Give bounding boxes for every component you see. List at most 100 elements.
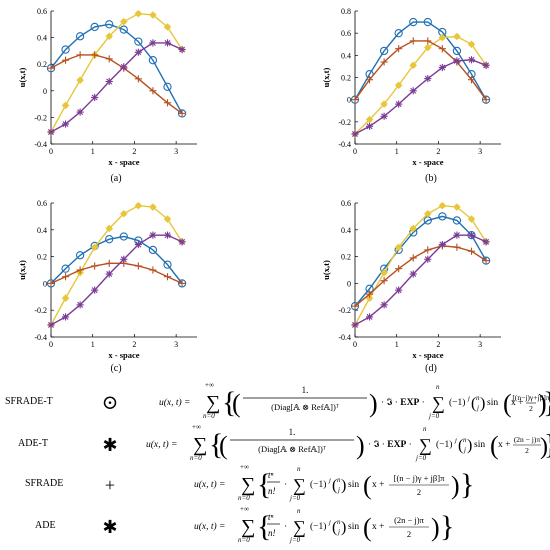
data-point bbox=[178, 45, 186, 54]
data-point bbox=[76, 51, 84, 59]
data-point bbox=[409, 254, 417, 262]
formula-part: x + bbox=[372, 522, 384, 532]
data-point bbox=[61, 313, 70, 321]
data-point bbox=[452, 216, 462, 225]
y-axis-label: u(x,t) bbox=[321, 68, 331, 88]
formula-part: ( bbox=[490, 431, 499, 460]
data-point bbox=[424, 246, 432, 254]
formula-ade-arg: (2n − j)π 2 bbox=[389, 515, 429, 539]
x-tick-label: 1 bbox=[395, 147, 399, 156]
data-point bbox=[467, 231, 476, 239]
data-point bbox=[90, 22, 99, 32]
svg-text:(: ( bbox=[232, 389, 241, 418]
data-point bbox=[149, 87, 157, 95]
x-tick-label: 1 bbox=[91, 147, 95, 156]
x-tick-label: 2 bbox=[436, 147, 440, 156]
y-tick-label: -0.4 bbox=[338, 140, 351, 149]
data-point bbox=[365, 116, 374, 124]
data-point bbox=[61, 273, 70, 281]
data-point bbox=[76, 266, 84, 274]
data-point bbox=[61, 56, 70, 64]
legend-name-sfrade-t: SFRADE-T bbox=[5, 396, 53, 407]
series-line bbox=[50, 235, 183, 284]
formula-part: } bbox=[544, 430, 550, 461]
x-axis-label: x - space bbox=[108, 350, 139, 360]
y-tick-label: 0.6 bbox=[341, 29, 351, 38]
svg-text:(: ( bbox=[219, 431, 228, 460]
x-tick-label: 3 bbox=[174, 147, 178, 156]
data-point bbox=[395, 100, 403, 108]
series-line bbox=[50, 204, 183, 326]
data-point bbox=[120, 18, 128, 26]
data-point bbox=[163, 82, 172, 91]
series-line bbox=[50, 23, 183, 114]
svg-text:n!: n! bbox=[268, 528, 276, 538]
svg-text:): ) bbox=[369, 389, 378, 418]
y-tick-label: 0 bbox=[347, 279, 351, 288]
data-point bbox=[409, 224, 417, 233]
data-point bbox=[163, 39, 172, 47]
formula-sfrade-t: u(x, t) = ∑ +∞ n=0 { ( 1. (Diag[𝔸 ⊗ Ref𝔸… bbox=[159, 381, 498, 420]
data-point bbox=[365, 122, 374, 130]
svg-text:(2n − j)π: (2n − j)π bbox=[514, 435, 541, 444]
svg-text:j: j bbox=[463, 446, 466, 454]
data-point bbox=[394, 29, 403, 38]
svg-text:n: n bbox=[423, 425, 427, 433]
svg-text:∑: ∑ bbox=[293, 475, 306, 495]
series-circle bbox=[46, 232, 187, 288]
svg-text:n!: n! bbox=[268, 486, 276, 496]
y-tick-label: 0 bbox=[43, 87, 47, 96]
panel-label: (b) bbox=[425, 173, 437, 184]
svg-text:j: j bbox=[467, 395, 470, 402]
y-tick-label: 0.2 bbox=[37, 60, 47, 69]
svg-text:+∞: +∞ bbox=[205, 381, 214, 389]
svg-text:2: 2 bbox=[529, 404, 533, 413]
svg-text:j=0: j=0 bbox=[289, 536, 301, 544]
data-point bbox=[148, 56, 158, 65]
data-point bbox=[105, 55, 113, 63]
data-point bbox=[467, 40, 476, 48]
svg-text:): ) bbox=[341, 477, 346, 494]
data-point bbox=[380, 112, 388, 120]
data-point bbox=[105, 259, 113, 267]
data-point bbox=[119, 232, 128, 241]
svg-text:· 𝕴 · EXP ·: · 𝕴 · EXP · bbox=[381, 398, 425, 408]
series-asterisk bbox=[351, 56, 490, 138]
svg-text:+∞: +∞ bbox=[192, 423, 201, 431]
data-point bbox=[75, 251, 85, 260]
x-axis-label: x - space bbox=[412, 157, 443, 167]
svg-text:j: j bbox=[328, 519, 331, 526]
data-point bbox=[438, 45, 446, 53]
svg-text:sin: sin bbox=[348, 480, 359, 490]
svg-text:+∞: +∞ bbox=[240, 463, 249, 471]
x-tick-label: 2 bbox=[132, 340, 136, 349]
series-plus bbox=[47, 51, 186, 118]
data-point bbox=[395, 286, 403, 294]
svg-text:): ) bbox=[356, 431, 365, 460]
data-point bbox=[76, 76, 84, 84]
y-axis-label: u(x,t) bbox=[17, 260, 27, 280]
data-point bbox=[365, 290, 374, 298]
legend-area: SFRADE-T ⊙ u(x, t) = ∑ +∞ n=0 { ( 1. (Di… bbox=[5, 381, 550, 544]
formula-part: ) bbox=[431, 513, 440, 542]
data-point bbox=[134, 75, 142, 83]
data-point bbox=[149, 203, 157, 211]
series-line bbox=[354, 59, 487, 135]
svg-text:n: n bbox=[463, 436, 467, 444]
svg-text:2: 2 bbox=[417, 487, 421, 497]
data-point bbox=[453, 243, 461, 251]
y-tick-label: 0.2 bbox=[341, 253, 351, 262]
x-tick-label: 0 bbox=[353, 340, 357, 349]
data-point bbox=[105, 20, 114, 29]
y-axis-label: u(x,t) bbox=[321, 260, 331, 280]
svg-text:∑: ∑ bbox=[432, 393, 445, 413]
y-tick-label: 0.6 bbox=[37, 199, 47, 208]
data-point bbox=[134, 202, 142, 210]
svg-text:∑: ∑ bbox=[241, 516, 255, 538]
x-tick-label: 3 bbox=[478, 147, 482, 156]
series-line bbox=[354, 215, 487, 307]
data-point bbox=[379, 46, 389, 56]
data-point bbox=[467, 76, 476, 84]
svg-text:n: n bbox=[297, 465, 301, 473]
y-tick-label: 0.4 bbox=[37, 34, 47, 43]
